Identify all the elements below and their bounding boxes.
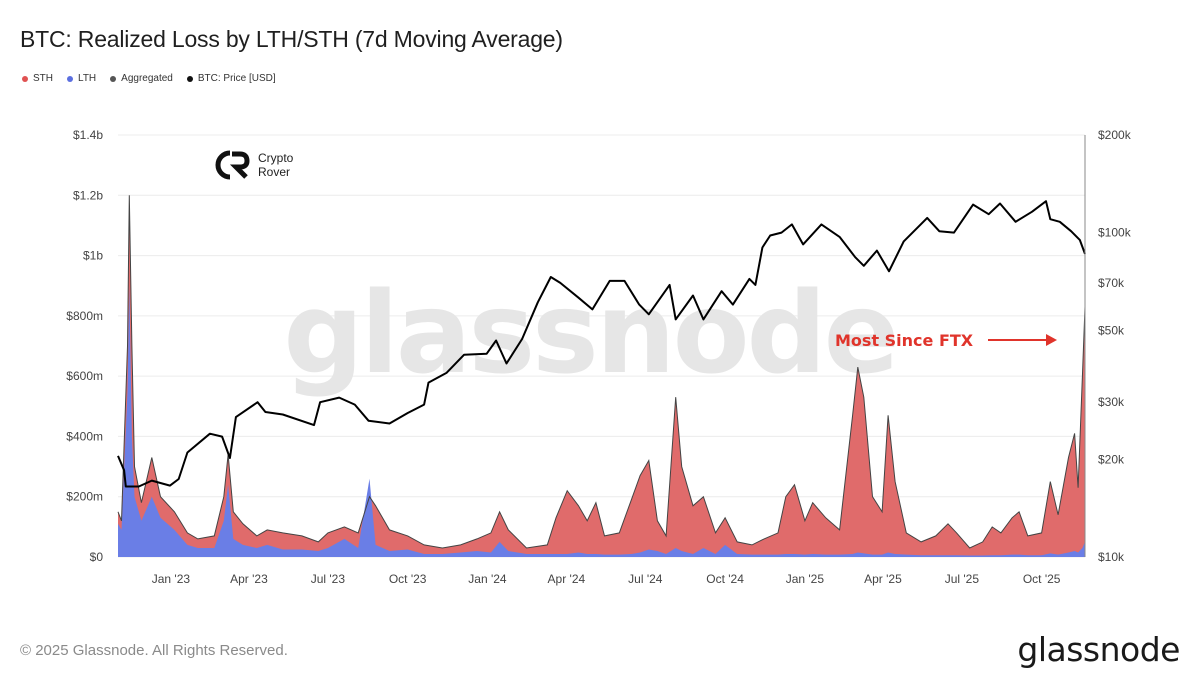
y-left-tick-label: $1.4b: [73, 128, 103, 142]
y-left-tick-label: $0: [90, 550, 104, 564]
legend-label-sth: STH: [33, 73, 53, 84]
aggregated-line: [117, 195, 1086, 549]
y-left-tick-label: $600m: [66, 369, 103, 383]
y-axis-left: $0 $200m $400m $600m $800m $1b $1.2b $1.4b: [66, 128, 103, 564]
crypto-rover-logo: Crypto Rover: [210, 150, 293, 180]
legend-item-aggregated[interactable]: Aggregated: [110, 73, 173, 84]
annotation: Most Since FTX: [835, 331, 1057, 350]
legend-label-price: BTC: Price [USD]: [197, 73, 276, 84]
annotation-arrow-head: [1046, 334, 1057, 346]
x-tick-label: Jan '24: [468, 572, 507, 586]
y-right-tick-label: $20k: [1098, 452, 1125, 466]
area-series: [117, 195, 1086, 558]
y-left-tick-label: $1.2b: [73, 188, 103, 202]
logo-line-2: Rover: [258, 165, 291, 179]
x-tick-label: Apr '24: [548, 572, 586, 586]
watermark-text: glassnode: [283, 269, 896, 399]
price-line: [117, 200, 1086, 488]
copyright-footer: © 2025 Glassnode. All Rights Reserved.: [20, 642, 288, 659]
x-tick-label: Apr '25: [864, 572, 902, 586]
x-tick-label: Oct '25: [1023, 572, 1061, 586]
glassnode-brand: glassnode: [1017, 630, 1180, 669]
crypto-rover-icon: [215, 150, 250, 180]
x-tick-label: Apr '23: [230, 572, 268, 586]
y-left-tick-label: $200m: [66, 490, 103, 504]
legend: STH LTH Aggregated BTC: Price [USD]: [22, 73, 276, 84]
y-right-tick-label: $30k: [1098, 395, 1125, 409]
y-right-tick-label: $50k: [1098, 323, 1125, 337]
legend-dot-aggregated: [110, 75, 117, 82]
x-tick-label: Jan '25: [786, 572, 825, 586]
annotation-text: Most Since FTX: [835, 331, 974, 350]
x-tick-label: Jul '25: [945, 572, 980, 586]
crypto-rover-text: Crypto Rover: [258, 151, 293, 179]
legend-item-price[interactable]: BTC: Price [USD]: [186, 73, 276, 84]
y-left-tick-label: $400m: [66, 429, 103, 443]
logo-line-1: Crypto: [258, 151, 294, 165]
legend-dot-sth: [22, 75, 28, 82]
y-right-tick-label: $200k: [1098, 128, 1132, 142]
y-axis-right: $10k $20k $30k $50k $70k $100k $200k: [1098, 128, 1132, 564]
legend-label-lth: LTH: [78, 73, 97, 84]
y-right-tick-label: $10k: [1098, 550, 1125, 564]
y-right-tick-label: $70k: [1098, 276, 1125, 290]
y-left-tick-label: $1b: [83, 249, 103, 263]
legend-dot-lth: [67, 75, 73, 82]
x-tick-label: Jul '23: [311, 572, 346, 586]
legend-item-sth[interactable]: STH: [22, 73, 53, 84]
chart-title: BTC: Realized Loss by LTH/STH (7d Moving…: [20, 26, 563, 52]
y-left-tick-label: $800m: [66, 309, 103, 323]
x-axis: Jan '23 Apr '23 Jul '23 Oct '23 Jan '24 Apr '…: [152, 572, 1061, 586]
legend-label-aggregated: Aggregated: [121, 73, 173, 84]
y-right-tick-label: $100k: [1098, 226, 1132, 240]
x-tick-label: Jul '24: [628, 572, 663, 586]
x-tick-label: Jan '23: [152, 572, 191, 586]
x-tick-label: Oct '23: [389, 572, 427, 586]
legend-item-lth[interactable]: LTH: [67, 73, 96, 84]
price-series: [117, 200, 1086, 488]
x-tick-label: Oct '24: [706, 572, 744, 586]
legend-dot-price: [186, 75, 193, 82]
